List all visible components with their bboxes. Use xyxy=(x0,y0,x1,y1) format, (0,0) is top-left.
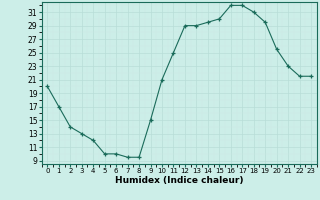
X-axis label: Humidex (Indice chaleur): Humidex (Indice chaleur) xyxy=(115,176,244,185)
